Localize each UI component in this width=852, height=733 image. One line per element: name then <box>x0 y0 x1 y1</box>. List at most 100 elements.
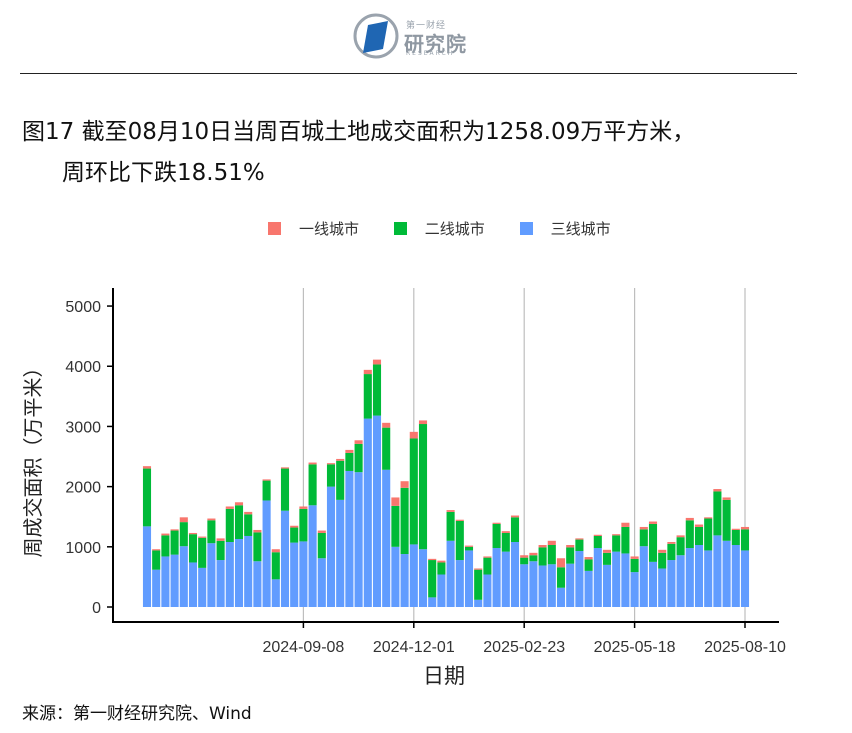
bar-1-55 <box>648 521 658 524</box>
bar-3-38 <box>492 548 501 607</box>
bar-1-33 <box>446 510 455 512</box>
bar-2-39 <box>501 532 510 552</box>
bar-2-38 <box>492 523 501 549</box>
bar-3-14 <box>271 579 280 607</box>
bar-2-41 <box>520 557 529 565</box>
bar-1-4 <box>179 517 188 523</box>
bar-1-64 <box>731 528 740 530</box>
bar-1-37 <box>483 556 492 558</box>
bar-1-24 <box>363 369 372 375</box>
bar-1-21 <box>336 458 345 461</box>
bar-2-27 <box>391 505 400 547</box>
bar-1-52 <box>621 522 630 527</box>
bar-2-53 <box>630 558 639 573</box>
bar-1-40 <box>510 515 520 518</box>
legend-item-tier2: 二线城市 <box>393 218 485 239</box>
bar-2-50 <box>602 552 612 565</box>
bar-3-35 <box>464 550 474 607</box>
bar-1-34 <box>455 519 464 521</box>
y-tick-label-3000: 3000 <box>65 419 101 436</box>
bar-2-26 <box>382 427 391 470</box>
bar-2-1 <box>152 550 161 570</box>
bar-2-32 <box>437 562 446 575</box>
bar-2-52 <box>621 526 630 554</box>
bar-2-51 <box>612 535 621 552</box>
bar-3-63 <box>722 540 731 607</box>
bar-1-58 <box>676 535 685 538</box>
x-tick-label-2025-08-10: 2025-08-10 <box>704 639 786 656</box>
bar-1-14 <box>271 549 280 553</box>
bar-3-8 <box>216 560 225 607</box>
bar-3-9 <box>225 541 234 607</box>
bar-1-27 <box>391 497 400 506</box>
bar-1-1 <box>152 549 161 551</box>
y-tick-label-5000: 5000 <box>65 299 101 316</box>
bar-1-43 <box>538 545 547 548</box>
bar-2-49 <box>593 535 602 549</box>
bar-3-43 <box>538 565 547 607</box>
bar-2-12 <box>253 532 262 562</box>
bar-2-25 <box>372 364 382 416</box>
bar-2-34 <box>455 520 464 561</box>
bar-2-4 <box>179 522 188 547</box>
bar-2-9 <box>225 508 234 542</box>
bar-1-15 <box>280 467 290 469</box>
bar-2-13 <box>262 480 271 501</box>
bar-2-35 <box>464 546 474 551</box>
bar-1-46 <box>566 545 575 548</box>
bar-3-62 <box>713 535 722 607</box>
bar-2-54 <box>639 529 648 547</box>
bar-3-11 <box>244 535 253 607</box>
bar-2-29 <box>409 438 418 545</box>
bar-3-17 <box>299 541 308 607</box>
bar-2-59 <box>685 520 694 549</box>
bar-3-34 <box>455 560 464 607</box>
bar-1-30 <box>418 420 428 425</box>
bar-2-57 <box>667 543 676 561</box>
bar-2-62 <box>713 491 722 536</box>
bar-1-6 <box>198 536 207 538</box>
bar-1-29 <box>409 431 418 439</box>
x-tick-label-2025-02-23: 2025-02-23 <box>483 639 565 656</box>
bar-2-18 <box>308 464 317 506</box>
bar-1-60 <box>694 524 704 527</box>
bar-3-7 <box>207 543 216 607</box>
bar-3-49 <box>593 548 602 607</box>
bar-2-61 <box>704 518 713 551</box>
bar-2-64 <box>731 529 740 546</box>
bar-2-10 <box>234 505 244 539</box>
bar-1-31 <box>428 558 437 561</box>
bar-1-59 <box>685 517 694 521</box>
bar-3-42 <box>529 561 538 607</box>
bar-1-32 <box>437 560 446 563</box>
y-axis-title: 周成交面积（万平米） <box>21 358 45 558</box>
bar-3-44 <box>547 564 556 607</box>
bar-1-56 <box>658 549 667 553</box>
bar-3-25 <box>372 415 382 607</box>
bar-1-47 <box>575 538 584 540</box>
bar-3-26 <box>382 469 391 607</box>
bar-1-16 <box>290 525 299 528</box>
logo-caption: 第一财经 <box>406 21 447 31</box>
legend-item-tier3: 三线城市 <box>519 218 611 239</box>
bar-2-63 <box>722 499 731 541</box>
bar-1-13 <box>262 479 271 481</box>
bar-1-17 <box>299 506 308 509</box>
bar-1-3 <box>170 529 179 531</box>
bar-3-36 <box>474 599 483 607</box>
x-tick-label-2024-09-08: 2024-09-08 <box>262 639 344 656</box>
bar-3-16 <box>290 542 299 607</box>
bar-3-32 <box>437 574 446 607</box>
bar-1-45 <box>556 558 566 568</box>
bar-2-24 <box>363 374 372 419</box>
bar-1-22 <box>345 449 354 453</box>
bar-3-1 <box>152 569 161 607</box>
bar-2-19 <box>317 532 326 559</box>
bar-1-39 <box>501 531 510 533</box>
bar-2-65 <box>740 529 750 551</box>
bar-1-18 <box>308 462 317 465</box>
research-logo <box>353 13 399 59</box>
bar-2-23 <box>354 443 363 473</box>
bar-3-47 <box>575 551 584 607</box>
bar-3-46 <box>566 563 575 607</box>
